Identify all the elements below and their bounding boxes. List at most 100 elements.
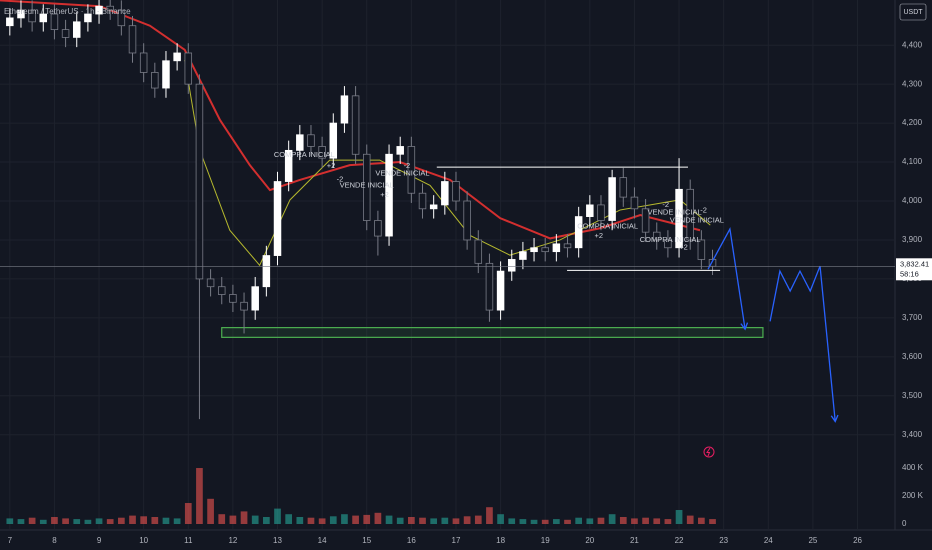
candle-body — [340, 95, 349, 124]
annotation: COMPRA INICIAL — [577, 221, 638, 230]
candle-body — [463, 200, 471, 241]
annotation: +2 — [327, 161, 336, 170]
x-tick-label: 19 — [541, 536, 550, 545]
x-tick-label: 14 — [318, 536, 327, 545]
y-tick-label: 3,400 — [902, 430, 923, 439]
last-price-label: 3,832.41 — [900, 259, 929, 268]
y-tick-label: 4,000 — [902, 196, 923, 205]
volume-bar — [709, 519, 716, 524]
candle-body — [184, 52, 193, 85]
candle-body — [362, 153, 371, 221]
candle-body — [619, 177, 628, 198]
candle-body — [474, 239, 483, 264]
candle-body — [686, 188, 694, 241]
volume-bar — [374, 512, 382, 524]
x-tick-label: 26 — [853, 536, 862, 545]
candle-body — [641, 208, 650, 233]
volume-bar — [106, 519, 114, 524]
x-tick-label: 24 — [764, 536, 773, 545]
candle-body — [28, 9, 36, 23]
volume-bar — [151, 517, 159, 524]
volume-bar — [474, 515, 482, 524]
annotation: -2 — [662, 200, 669, 209]
y-tick-label: 3,700 — [902, 313, 923, 322]
candle-body — [72, 21, 81, 38]
volume-bar — [207, 498, 214, 524]
volume-bar — [698, 517, 705, 524]
annotation: -2 — [700, 206, 707, 215]
volume-bar — [285, 514, 293, 524]
candle-body — [418, 192, 427, 210]
volume-bar — [17, 519, 25, 524]
candle-body — [351, 95, 360, 155]
arrow-head — [740, 322, 749, 331]
volume-bar — [564, 519, 571, 524]
volume-bar — [118, 517, 125, 524]
candle-body — [128, 25, 137, 54]
last-price-box — [896, 258, 932, 281]
chart-title: Ethereum / TetherUS · 1h · Binance — [4, 7, 131, 16]
currency-box[interactable] — [899, 3, 927, 21]
volume-bar — [196, 468, 203, 524]
volume-bar — [653, 518, 661, 524]
volume-bar — [39, 519, 47, 524]
volume-bar — [95, 518, 103, 524]
volume-bar — [62, 518, 69, 524]
x-tick-label: 11 — [184, 536, 193, 545]
candle-body — [630, 196, 639, 210]
candle-body — [396, 146, 404, 155]
x-tick-label: 20 — [585, 536, 594, 545]
volume-bar — [541, 519, 549, 524]
x-tick-label: 13 — [273, 536, 282, 545]
event-icon-bolt — [706, 447, 711, 457]
y-tick-label: 4,100 — [902, 157, 923, 166]
volume-bar — [419, 517, 426, 524]
annotation: VENDE INICIAL — [670, 215, 724, 224]
candle-body — [17, 9, 25, 19]
x-tick-label: 16 — [407, 536, 416, 545]
volume-tick-label: 200 K — [902, 491, 924, 500]
annotation: +2 — [380, 190, 389, 199]
annotation: -2 — [337, 175, 344, 184]
candle-body — [586, 204, 594, 217]
volume-bar — [51, 517, 58, 524]
volume-bar — [463, 516, 471, 524]
candle-body — [675, 188, 683, 249]
candle-body — [496, 270, 505, 311]
support-zone — [221, 327, 764, 338]
candle-body — [407, 146, 416, 194]
volume-bar — [341, 514, 348, 524]
x-tick-label: 12 — [228, 536, 237, 545]
volume-bar — [430, 518, 438, 524]
candle-body — [664, 239, 672, 249]
candle-body — [385, 153, 393, 237]
y-tick-label: 4,200 — [902, 118, 923, 127]
candle-body — [574, 216, 583, 249]
x-tick-label: 8 — [52, 536, 57, 545]
annotation: +2 — [594, 231, 603, 240]
x-tick-label: 10 — [139, 536, 148, 545]
volume-bar — [497, 514, 504, 524]
volume-bar — [664, 519, 672, 524]
currency[interactable]: USDT — [903, 9, 923, 16]
volume-bar — [597, 517, 605, 524]
volume-bar — [173, 518, 181, 524]
y-tick-label: 4,300 — [902, 79, 923, 88]
candle-body — [95, 5, 103, 15]
annotation: VENDE INICIAL — [340, 180, 394, 189]
candle-body — [307, 134, 315, 147]
event-icon[interactable] — [703, 446, 715, 458]
candle-body — [653, 231, 661, 241]
x-tick-label: 22 — [675, 536, 684, 545]
volume-bar — [263, 517, 270, 524]
candle-body — [206, 278, 215, 288]
volume-bar — [73, 519, 81, 524]
candle-body — [519, 251, 527, 260]
volume-bar — [329, 516, 337, 524]
candle-body — [251, 286, 259, 311]
candle-body — [173, 52, 181, 62]
annotation: -2 — [404, 161, 411, 170]
volume-bar — [452, 518, 460, 524]
volume-bar — [307, 517, 315, 524]
